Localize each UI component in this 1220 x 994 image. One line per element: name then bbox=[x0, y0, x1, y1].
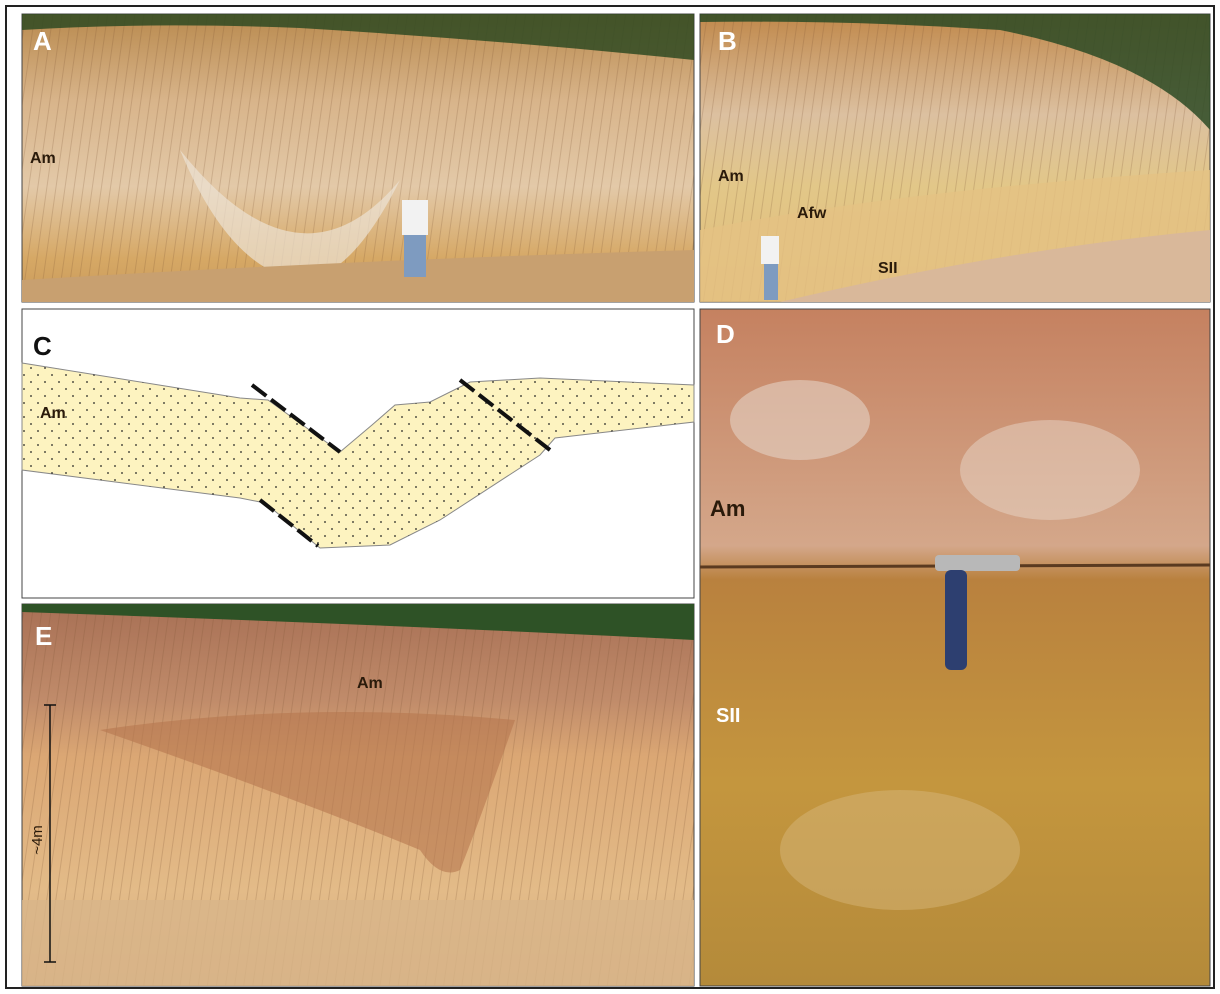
panel-label: A bbox=[33, 26, 52, 56]
figure: A Am B Am Afw SII C Am Am bbox=[0, 0, 1220, 994]
panel-label: B bbox=[718, 26, 737, 56]
panel-label: E bbox=[35, 621, 52, 651]
panel-a: A Am bbox=[22, 14, 694, 302]
annotation: Am bbox=[40, 405, 66, 422]
panel-label: D bbox=[716, 319, 735, 349]
annotation: Afw bbox=[797, 205, 827, 222]
panel-b: B Am Afw SII bbox=[700, 14, 1210, 302]
annotation: SII bbox=[716, 705, 740, 727]
panel-d: Am SII D bbox=[700, 309, 1210, 986]
panel-label: C bbox=[33, 331, 52, 361]
annotation: Am bbox=[357, 675, 383, 692]
annotation: Am bbox=[710, 496, 745, 521]
scale-label: ~4m bbox=[29, 825, 46, 855]
annotation: Am bbox=[30, 150, 56, 167]
page: {"panels": [ {"label": "A", "annotations… bbox=[0, 0, 1220, 994]
annotation: SII bbox=[878, 260, 898, 277]
annotation: Am bbox=[718, 168, 744, 185]
panel-e: E Am ~4m bbox=[22, 604, 694, 986]
panel-c: C Am bbox=[22, 309, 694, 598]
